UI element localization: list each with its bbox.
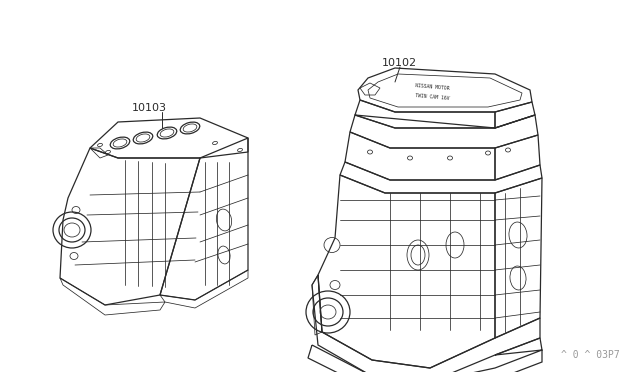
Text: ^ 0 ^ 03P7: ^ 0 ^ 03P7 xyxy=(561,350,620,360)
Text: NISSAN MOTOR: NISSAN MOTOR xyxy=(415,83,450,91)
Text: 10102: 10102 xyxy=(382,58,417,68)
Text: TWIN CAM 16V: TWIN CAM 16V xyxy=(415,93,450,101)
Text: 10103: 10103 xyxy=(132,103,167,113)
